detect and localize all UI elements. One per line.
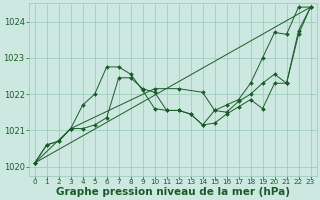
X-axis label: Graphe pression niveau de la mer (hPa): Graphe pression niveau de la mer (hPa)	[56, 187, 290, 197]
